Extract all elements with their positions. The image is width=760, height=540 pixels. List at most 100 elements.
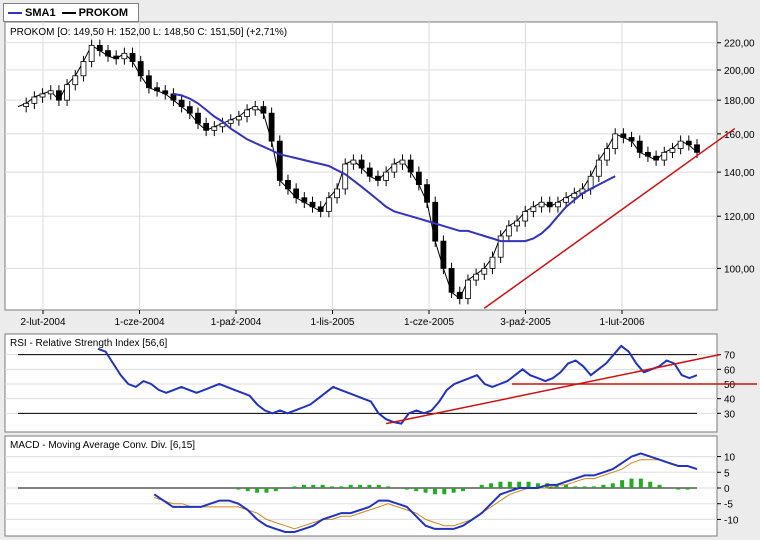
macd-histogram-bar bbox=[348, 484, 353, 488]
macd-histogram-bar bbox=[610, 483, 615, 488]
candle-body bbox=[383, 171, 390, 181]
macd-histogram-bar bbox=[676, 488, 681, 490]
candle-body bbox=[391, 163, 398, 173]
macd-histogram-bar bbox=[498, 481, 503, 488]
macd-histogram-bar bbox=[245, 488, 250, 492]
rsi-panel-title: RSI - Relative Strength Index [56,6] bbox=[10, 338, 168, 349]
candle-body bbox=[80, 61, 87, 77]
macd-histogram-bar bbox=[592, 486, 597, 488]
price-candles bbox=[23, 39, 700, 305]
candle-body bbox=[235, 116, 242, 121]
candle-body bbox=[514, 220, 520, 227]
macd-histogram-bar bbox=[629, 478, 634, 488]
candle-body bbox=[162, 90, 169, 95]
macd-y-tick-label: 10 bbox=[724, 453, 736, 464]
candle-body bbox=[244, 109, 250, 117]
candle-body bbox=[424, 184, 430, 203]
macd-histogram-bar bbox=[255, 488, 260, 493]
macd-histogram-bar bbox=[404, 488, 409, 490]
legend-label-sma: SMA1 bbox=[25, 6, 56, 19]
candle-body bbox=[661, 151, 668, 161]
candle-body bbox=[285, 179, 291, 190]
candle-body bbox=[432, 201, 439, 242]
rsi-trendline bbox=[385, 353, 720, 425]
candle-body bbox=[563, 197, 570, 203]
candle-body bbox=[375, 175, 381, 181]
rsi-panel bbox=[4, 333, 718, 433]
macd-histogram-bar bbox=[376, 484, 381, 488]
candle-body bbox=[317, 206, 324, 212]
macd-histogram-bar bbox=[329, 486, 334, 488]
rsi-y-ticks: 30 40 50 60 70 bbox=[717, 351, 736, 420]
candle-body bbox=[178, 99, 185, 107]
candle-body bbox=[252, 106, 259, 111]
price-y-tick-label: 140,00 bbox=[724, 168, 755, 179]
macd-histogram bbox=[236, 478, 690, 495]
candle-body bbox=[56, 90, 62, 101]
macd-y-tick-label: 5 bbox=[724, 468, 730, 479]
macd-histogram-bar bbox=[461, 488, 466, 492]
candle-body bbox=[505, 225, 512, 237]
candle-body bbox=[358, 159, 365, 169]
candle-body bbox=[268, 112, 275, 142]
macd-histogram-bar bbox=[526, 481, 531, 488]
price-x-ticks: 2-lut-2004 1-cze-2004 1-paź-2004 1-lis-2005… bbox=[20, 310, 645, 328]
candle-body bbox=[88, 44, 95, 62]
macd-histogram-bar bbox=[320, 484, 325, 488]
sma-series bbox=[173, 92, 616, 243]
macd-histogram-bar bbox=[517, 481, 522, 488]
macd-histogram-bar bbox=[685, 488, 690, 490]
candle-body bbox=[96, 44, 103, 52]
candle-body bbox=[195, 112, 201, 124]
macd-histogram-bar bbox=[423, 488, 428, 493]
candle-body bbox=[399, 159, 406, 165]
rsi-series bbox=[97, 344, 698, 425]
price-y-tick-label: 160,00 bbox=[724, 130, 755, 141]
price-y-tick-label: 100,00 bbox=[724, 264, 755, 275]
price-x-tick-label: 1-lis-2005 bbox=[311, 317, 355, 328]
candle-body bbox=[293, 188, 300, 199]
macd-histogram-bar bbox=[554, 484, 559, 488]
candle-body bbox=[334, 188, 340, 199]
macd-histogram-bar bbox=[489, 483, 494, 488]
candle-body bbox=[39, 93, 46, 98]
legend-swatch-sma bbox=[8, 11, 22, 14]
candle-body bbox=[154, 87, 160, 92]
price-x-tick-label: 1-cze-2004 bbox=[114, 317, 164, 328]
macd-histogram-bar bbox=[582, 486, 587, 488]
candle-body bbox=[121, 52, 128, 60]
candle-body bbox=[465, 279, 471, 299]
candle-body bbox=[645, 151, 651, 157]
candle-body bbox=[64, 84, 70, 101]
candle-body bbox=[145, 75, 152, 89]
macd-histogram-bar bbox=[638, 478, 643, 488]
legend-item-prokom[interactable]: PROKOM bbox=[61, 7, 128, 19]
macd-histogram-bar bbox=[601, 484, 606, 488]
price-panel-title: PROKOM [O: 149,50 H: 152,00 L: 148,50 C:… bbox=[10, 27, 287, 38]
candle-body bbox=[31, 96, 38, 104]
legend-item-sma[interactable]: SMA1 bbox=[8, 7, 56, 19]
macd-panel-title: MACD - Moving Average Conv. Div. [6,15] bbox=[10, 440, 195, 451]
candle-body bbox=[448, 268, 455, 293]
candle-body bbox=[489, 256, 496, 269]
macd-histogram-bar bbox=[573, 486, 578, 488]
macd-histogram-bar bbox=[292, 486, 297, 488]
candle-body bbox=[407, 159, 414, 173]
candle-body bbox=[628, 137, 635, 142]
macd-histogram-bar bbox=[264, 488, 269, 493]
candle-body bbox=[677, 140, 684, 149]
rsi-y-tick-label: 70 bbox=[724, 351, 736, 362]
legend-swatch-prokom bbox=[61, 11, 76, 14]
macd-histogram-bar bbox=[535, 483, 540, 488]
candle-body bbox=[227, 119, 234, 124]
candle-body bbox=[301, 197, 308, 203]
candle-body bbox=[694, 144, 700, 153]
candle-body bbox=[620, 133, 627, 138]
candle-body bbox=[604, 148, 610, 161]
candle-body bbox=[456, 291, 463, 299]
price-y-tick-label: 120,00 bbox=[724, 212, 755, 223]
macd-histogram-bar bbox=[414, 488, 419, 492]
candle-body bbox=[481, 268, 488, 275]
candle-body bbox=[366, 167, 373, 177]
